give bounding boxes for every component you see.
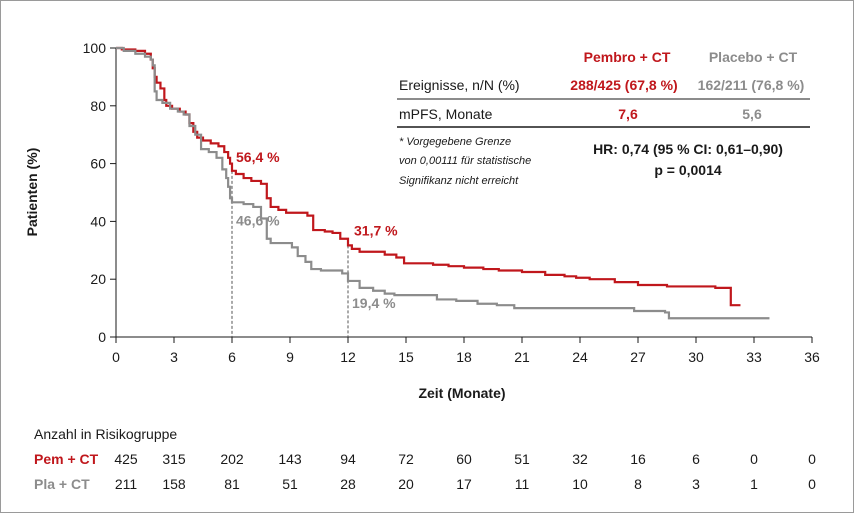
- legend-p-value: p = 0,0014: [654, 162, 722, 178]
- risk-count: 94: [340, 451, 356, 467]
- risk-count: 81: [224, 476, 240, 492]
- legend-note-line-1: * Vorgegebene Grenze: [399, 136, 511, 148]
- x-tick-label: 15: [398, 349, 414, 365]
- risk-row-label-placebo: Pla + CT: [34, 476, 90, 492]
- annotation-label: 31,7 %: [354, 222, 398, 238]
- legend-header-placebo: Placebo + CT: [709, 49, 798, 65]
- legend-row-label-mpfs: mPFS, Monate: [399, 106, 493, 122]
- x-tick-label: 9: [286, 349, 294, 365]
- legend-header-pembro: Pembro + CT: [584, 49, 671, 65]
- x-tick-label: 33: [746, 349, 762, 365]
- risk-count: 143: [278, 451, 302, 467]
- risk-count: 0: [808, 476, 816, 492]
- x-tick-label: 30: [688, 349, 704, 365]
- risk-table: Anzahl in Risikogruppe Pem + CT Pla + CT…: [34, 426, 816, 492]
- x-tick-label: 12: [340, 349, 356, 365]
- x-tick-label: 27: [630, 349, 646, 365]
- risk-count: 17: [456, 476, 472, 492]
- x-tick-label: 3: [170, 349, 178, 365]
- risk-count: 425: [114, 451, 138, 467]
- risk-count: 51: [514, 451, 530, 467]
- risk-count: 3: [692, 476, 700, 492]
- risk-count: 60: [456, 451, 472, 467]
- risk-count: 158: [162, 476, 186, 492]
- y-tick-label: 20: [90, 271, 106, 287]
- x-tick-label: 0: [112, 349, 120, 365]
- x-axis-title: Zeit (Monate): [418, 385, 505, 401]
- risk-count: 0: [750, 451, 758, 467]
- risk-count: 16: [630, 451, 646, 467]
- y-tick-label: 60: [90, 156, 106, 172]
- risk-count: 211: [115, 476, 138, 492]
- y-tick-label: 80: [90, 98, 106, 114]
- legend-mpfs-placebo: 5,6: [742, 106, 762, 122]
- legend-hazard-ratio: HR: 0,74 (95 % CI: 0,61–0,90): [593, 141, 783, 157]
- risk-row-label-pembro: Pem + CT: [34, 451, 99, 467]
- x-tick-label: 18: [456, 349, 472, 365]
- risk-count: 72: [398, 451, 414, 467]
- legend-row-label-events: Ereignisse, n/N (%): [399, 77, 520, 93]
- y-tick-label: 40: [90, 213, 106, 229]
- risk-count: 28: [340, 476, 356, 492]
- annotation-label: 46,6 %: [236, 212, 280, 228]
- risk-count: 8: [634, 476, 642, 492]
- risk-count: 1: [750, 476, 758, 492]
- risk-count: 11: [515, 476, 530, 492]
- y-tick-label: 100: [83, 40, 107, 56]
- legend-note-line-2: von 0,00111 für statistische: [399, 155, 531, 167]
- risk-count: 6: [692, 451, 700, 467]
- legend-table: Pembro + CT Placebo + CT Ereignisse, n/N…: [397, 49, 810, 187]
- y-axis-title: Patienten (%): [24, 148, 40, 237]
- annotation-label: 19,4 %: [352, 295, 396, 311]
- series-line-placebo: [116, 46, 770, 320]
- x-tick-label: 6: [228, 349, 236, 365]
- risk-count: 32: [572, 451, 588, 467]
- y-tick-label: 0: [98, 329, 106, 345]
- risk-count: 202: [220, 451, 244, 467]
- risk-count: 0: [808, 451, 816, 467]
- risk-count: 51: [282, 476, 298, 492]
- risk-table-title: Anzahl in Risikogruppe: [34, 426, 177, 442]
- legend-mpfs-pembro: 7,6: [618, 106, 638, 122]
- x-tick-label: 21: [514, 349, 530, 365]
- legend-events-pembro: 288/425 (67,8 %): [570, 77, 677, 93]
- x-tick-label: 24: [572, 349, 588, 365]
- risk-count: 20: [398, 476, 414, 492]
- risk-count: 10: [572, 476, 588, 492]
- annotation-label: 56,4 %: [236, 149, 280, 165]
- risk-count: 315: [162, 451, 186, 467]
- legend-events-placebo: 162/211 (76,8 %): [698, 77, 805, 93]
- legend-note-line-3: Signifikanz nicht erreicht: [399, 175, 519, 187]
- x-tick-label: 36: [804, 349, 820, 365]
